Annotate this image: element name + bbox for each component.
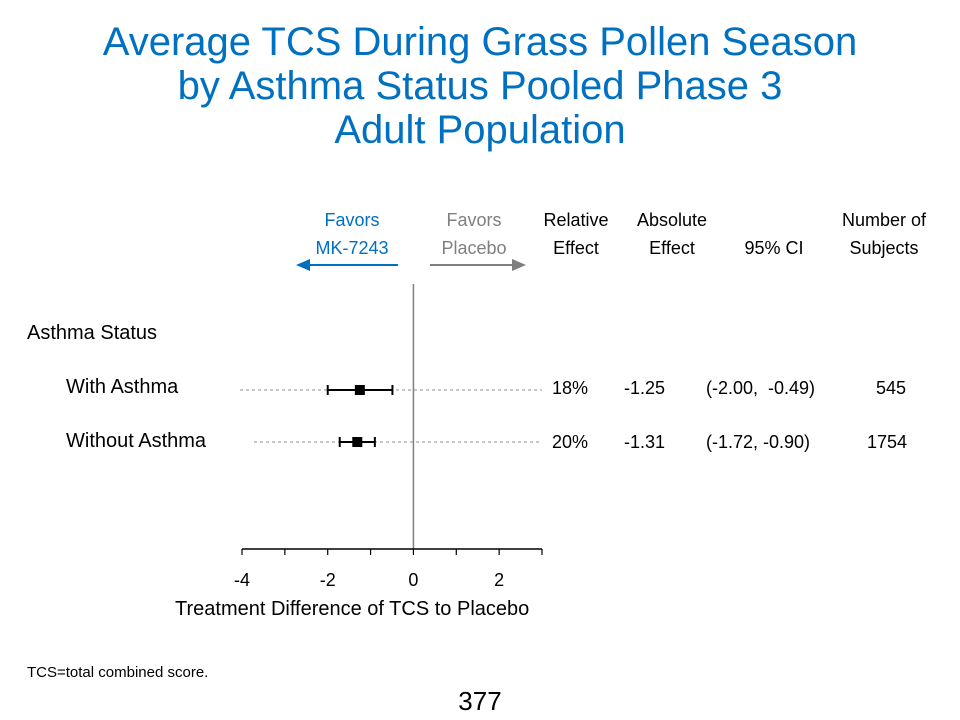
x-tick-label: -4: [234, 570, 250, 590]
x-tick-label: 2: [494, 570, 504, 590]
title-line-2: by Asthma Status Pooled Phase 3: [177, 64, 783, 108]
favors-active-arrowhead: [296, 259, 310, 271]
ci-value: (-2.00, -0.49): [706, 378, 816, 398]
relative-effect-header: Relative Effect: [528, 206, 624, 262]
favors-active-line-1: Favors: [324, 210, 380, 230]
subjects-header: Number of Subjects: [824, 206, 944, 262]
favors-placebo-arrowhead: [512, 259, 526, 271]
subjects-line-1: Number of: [841, 210, 927, 230]
absolute-effect-value: -1.25: [624, 378, 666, 398]
point-estimate: [354, 385, 365, 395]
ci-header-label: 95% CI: [744, 238, 804, 258]
title-line-3: Adult Population: [334, 108, 626, 152]
absolute-effect-value: -1.31: [624, 432, 666, 452]
absolute-effect-header: Absolute Effect: [624, 206, 720, 262]
x-tick-label: 0: [408, 570, 418, 590]
favors-placebo-line-1: Favors: [446, 210, 502, 230]
absolute-effect-line-1: Absolute: [636, 210, 708, 230]
favors-placebo-line-2: Placebo: [441, 238, 507, 258]
x-tick-label: -2: [320, 570, 336, 590]
footnote: TCS=total combined score.: [27, 664, 209, 681]
relative-effect-value: 20%: [552, 432, 589, 452]
favors-active-header: Favors MK-7243: [302, 206, 402, 262]
row-label-without-asthma: Without Asthma: [66, 430, 207, 452]
relative-effect-line-1: Relative: [543, 210, 609, 230]
subjects-value: 1754: [867, 432, 908, 452]
relative-effect-value: 18%: [552, 378, 589, 398]
subjects-value: 545: [876, 378, 907, 398]
row-label-with-asthma: With Asthma: [66, 376, 179, 398]
forest-rows: [240, 385, 542, 447]
chart-title: Average TCS During Grass Pollen Season b…: [0, 20, 960, 152]
subjects-line-2: Subjects: [849, 238, 919, 258]
page-number: 377: [458, 686, 502, 716]
point-estimate: [352, 437, 363, 447]
relative-effect-line-2: Effect: [553, 238, 599, 258]
title-line-1: Average TCS During Grass Pollen Season: [102, 20, 858, 64]
ci-value: (-1.72, -0.90): [706, 432, 811, 452]
favors-active-line-2: MK-7243: [315, 238, 389, 258]
absolute-effect-line-2: Effect: [649, 238, 695, 258]
ci-header: 95% CI: [724, 206, 824, 262]
x-axis-label: Treatment Difference of TCS to Placebo: [175, 598, 530, 620]
favors-placebo-header: Favors Placebo: [424, 206, 524, 262]
x-axis: -4 -2 0 2: [234, 548, 543, 590]
section-label: Asthma Status: [27, 322, 158, 344]
